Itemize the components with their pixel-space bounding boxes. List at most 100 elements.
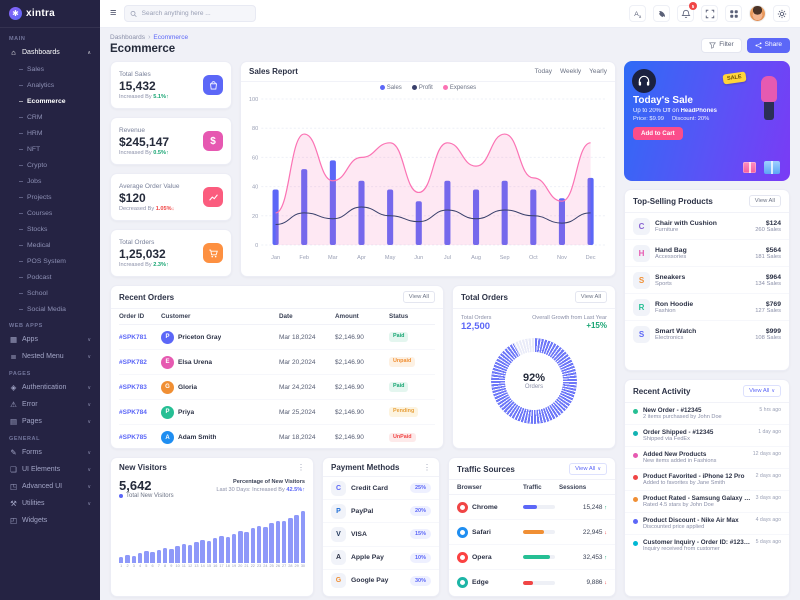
sidebar-item-ui-elements[interactable]: ❏ UI Elements ∨ — [0, 461, 100, 478]
visitor-bar — [294, 514, 299, 563]
activity-item[interactable]: Order Shipped - #12345 Shipped via FedEx 1… — [625, 425, 789, 447]
table-row[interactable]: #SPK784 P Priya Mar 25,2024 $2,146.90 Pending — [119, 400, 435, 425]
product-list-item[interactable]: C Chair with Cushion Furniture $124 260 Sale… — [625, 213, 789, 240]
traffic-view-all-button[interactable]: View All ∨ — [569, 463, 607, 475]
search-box[interactable] — [124, 5, 257, 22]
payment-method-item[interactable]: A Apple Pay 10% — [323, 547, 439, 570]
activity-item[interactable]: Product Rated - Samsung Galaxy S21 Rated … — [625, 491, 789, 513]
sidebar-item-courses[interactable]: Courses — [0, 205, 100, 221]
visitor-bar — [162, 547, 168, 563]
sidebar-item-pos-system[interactable]: POS System — [0, 253, 100, 269]
sidebar-item-social-media[interactable]: Social Media — [0, 301, 100, 317]
traffic-bar — [523, 505, 555, 509]
sidebar-item-error[interactable]: ⚠ Error ∨ — [0, 396, 100, 413]
tab-today[interactable]: Today — [534, 68, 552, 75]
sidebar-item-nft[interactable]: NFT — [0, 141, 100, 157]
activity-item[interactable]: Added New Products New items added in Fas… — [625, 447, 789, 469]
table-row[interactable]: #SPK785 A Adam Smith Mar 18,2024 $2,146.90 Un… — [119, 425, 435, 450]
search-input[interactable] — [141, 10, 251, 17]
activity-item[interactable]: New Order - #12345 2 items purchased by J… — [625, 403, 789, 425]
notifications-bell-icon[interactable]: 5 — [677, 2, 697, 22]
sidebar-item-advanced-ui[interactable]: ◳ Advanced UI ∨ — [0, 478, 100, 495]
browser-name: Chrome — [472, 503, 498, 511]
visitor-bar — [256, 526, 262, 563]
total-orders-view-all-button[interactable]: View All — [574, 291, 607, 303]
traffic-source-row[interactable]: Chrome 15,248 ↑ — [449, 495, 615, 520]
fullscreen-icon[interactable] — [701, 5, 718, 22]
share-button[interactable]: Share — [746, 38, 790, 53]
card-menu-icon[interactable]: ⋮ — [297, 462, 305, 472]
payment-method-item[interactable]: G Google Pay 30% — [323, 570, 439, 592]
order-amount: $2,146.90 — [335, 333, 364, 341]
sidebar-item-sales[interactable]: Sales — [0, 61, 100, 77]
total-orders-metric-label: Total Orders — [461, 315, 492, 321]
sidebar-item-widgets[interactable]: ◰ Widgets — [0, 512, 100, 529]
sidebar-item-crypto[interactable]: Crypto — [0, 157, 100, 173]
tab-weekly[interactable]: Weekly — [559, 68, 582, 75]
activity-item[interactable]: Product Discount - Nike Air Max Discounte… — [625, 513, 789, 535]
product-list-item[interactable]: S Smart Watch Electronics $999 108 Sales — [625, 321, 789, 347]
sidebar-item-forms[interactable]: ✎ Forms ∨ — [0, 444, 100, 461]
visitor-bar — [169, 548, 174, 563]
sidebar-item-pages[interactable]: ▤ Pages ∨ — [0, 413, 100, 430]
sidebar-item-ecommerce[interactable]: Ecommerce — [0, 93, 100, 109]
chevron-down-icon: ∨ — [87, 401, 91, 408]
recent-orders-view-all-button[interactable]: View All — [402, 291, 435, 303]
sidebar-item-utilities[interactable]: ⚒ Utilities ∨ — [0, 495, 100, 512]
product-list-item[interactable]: S Sneakers Sports $964 134 Sales — [625, 267, 789, 294]
product-list-item[interactable]: R Ron Hoodie Fashion $769 127 Sales — [625, 294, 789, 321]
sidebar-item-stocks[interactable]: Stocks — [0, 221, 100, 237]
traffic-source-row[interactable]: Edge 9,886 ↓ — [449, 570, 615, 595]
activity-item[interactable]: Customer Inquiry - Order ID: #12346 Inqui… — [625, 535, 789, 556]
traffic-source-row[interactable]: Safari 22,945 ↓ — [449, 520, 615, 545]
page-actions: Filter Share — [701, 38, 790, 53]
filter-button[interactable]: Filter — [701, 38, 742, 53]
order-id: #SPK783 — [119, 383, 147, 391]
x-tick-label: 11 — [181, 564, 186, 568]
add-to-cart-button[interactable]: Add to Cart — [633, 127, 683, 140]
user-avatar[interactable] — [749, 5, 766, 22]
sidebar-item-label: Nested Menu — [22, 353, 64, 360]
visitor-bar — [288, 517, 293, 563]
brand-logo[interactable]: ✱ xintra — [0, 0, 100, 28]
tab-yearly[interactable]: Yearly — [589, 68, 607, 75]
sidebar-item-analytics[interactable]: Analytics — [0, 77, 100, 93]
card-menu-icon[interactable]: ⋮ — [423, 462, 431, 472]
table-row[interactable]: #SPK781 P Priceton Gray Mar 18,2024 $2,146.9… — [119, 325, 435, 350]
sidebar-item-projects[interactable]: Projects — [0, 189, 100, 205]
call-icon[interactable] — [653, 5, 670, 22]
hamburger-menu-icon[interactable]: ≡ — [110, 7, 117, 19]
sidebar-item-medical[interactable]: Medical — [0, 237, 100, 253]
settings-gear-icon[interactable] — [773, 5, 790, 22]
apps-grid-icon[interactable] — [725, 5, 742, 22]
table-row[interactable]: #SPK782 E Elsa Urena Mar 20,2024 $2,146.90 Un… — [119, 350, 435, 375]
browser-icon-chrome — [457, 501, 468, 513]
visitor-bar — [206, 540, 212, 563]
breadcrumb-parent[interactable]: Dashboards — [110, 34, 146, 41]
payment-method-item[interactable]: P PayPal 20% — [323, 500, 439, 524]
submenu-bullet-icon — [19, 244, 23, 246]
activity-view-all-button[interactable]: View All ∨ — [743, 385, 781, 397]
activity-title: Product Rated - Samsung Galaxy S21 — [643, 495, 751, 502]
sidebar-item-nested-menu[interactable]: ≣ Nested Menu ∨ — [0, 348, 100, 365]
breadcrumb-current: Ecommerce — [153, 34, 189, 41]
sidebar-item-apps[interactable]: ▦ Apps ∨ — [0, 331, 100, 348]
sidebar-item-authentication[interactable]: ◈ Authentication ∨ — [0, 379, 100, 396]
sidebar-item-jobs[interactable]: Jobs — [0, 173, 100, 189]
activity-title: New Order - #12345 — [643, 407, 702, 414]
table-row[interactable]: #SPK783 G Gloria Mar 24,2024 $2,146.90 Paid — [119, 375, 435, 400]
orders-gauge-value: 92% — [522, 372, 546, 384]
payment-method-item[interactable]: C Credit Card 25% — [323, 477, 439, 501]
product-list-item[interactable]: H Hand Bag Accessories $564 181 Sales — [625, 240, 789, 267]
activity-item[interactable]: Product Favorited - iPhone 12 Pro Added t… — [625, 469, 789, 491]
sidebar-item-school[interactable]: School — [0, 285, 100, 301]
payment-methods-title: Payment Methods — [331, 463, 400, 472]
traffic-source-row[interactable]: Opera 32,453 ↑ — [449, 545, 615, 570]
sidebar-item-dashboards[interactable]: ⌂ Dashboards ∧ — [0, 44, 100, 61]
top-selling-view-all-button[interactable]: View All — [748, 195, 781, 207]
sidebar-item-podcast[interactable]: Podcast — [0, 269, 100, 285]
sidebar-item-crm[interactable]: CRM — [0, 109, 100, 125]
payment-method-item[interactable]: V VISA 15% — [323, 523, 439, 547]
sidebar-item-hrm[interactable]: HRM — [0, 125, 100, 141]
